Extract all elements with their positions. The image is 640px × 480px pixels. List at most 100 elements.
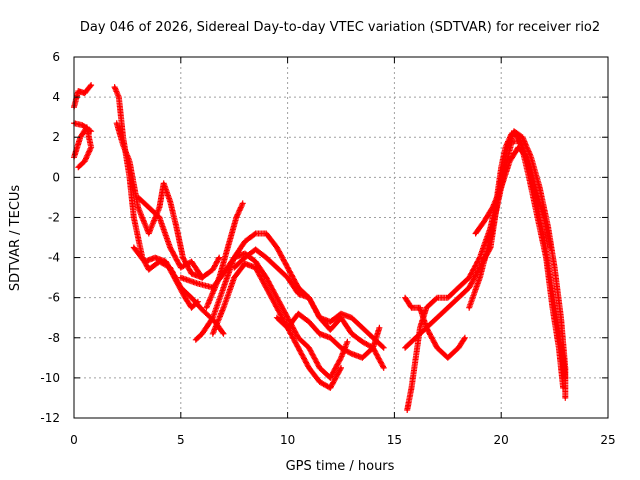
data-point xyxy=(89,83,93,87)
y-tick-label: -6 xyxy=(48,291,60,305)
data-point xyxy=(339,346,343,350)
data-point xyxy=(211,316,215,319)
data-point xyxy=(529,156,533,159)
data-point xyxy=(128,160,131,163)
data-point xyxy=(200,308,204,311)
data-point xyxy=(467,286,471,289)
data-point xyxy=(519,140,522,143)
data-markers xyxy=(402,128,569,401)
data-point xyxy=(549,246,552,249)
series-sat-m xyxy=(273,310,383,361)
data-point xyxy=(254,248,257,251)
data-point xyxy=(414,336,417,339)
data-point xyxy=(478,276,482,279)
data-point xyxy=(77,89,80,93)
data-point xyxy=(113,85,116,89)
data-point xyxy=(297,346,300,350)
data-point xyxy=(211,332,215,335)
data-point xyxy=(350,332,353,335)
data-point xyxy=(297,312,300,315)
data-point xyxy=(467,306,471,309)
data-point xyxy=(164,260,168,263)
data-point xyxy=(561,386,565,390)
data-point xyxy=(551,306,554,309)
series-sat-p xyxy=(402,128,569,401)
data-point xyxy=(557,346,561,350)
data-point xyxy=(510,140,514,143)
data-point xyxy=(403,346,407,350)
data-point xyxy=(478,256,482,259)
data-point xyxy=(222,306,225,309)
grid xyxy=(74,57,608,418)
data-layer xyxy=(71,82,569,413)
data-point xyxy=(200,276,204,279)
data-point xyxy=(265,276,268,279)
data-point xyxy=(233,256,236,259)
data-point xyxy=(525,156,529,159)
data-point xyxy=(339,356,343,360)
data-point xyxy=(297,336,300,339)
series-sat-o xyxy=(402,294,468,361)
data-point xyxy=(553,266,556,269)
data-point xyxy=(410,306,413,309)
data-point xyxy=(121,144,125,147)
data-point xyxy=(254,260,257,263)
data-point xyxy=(175,280,178,283)
data-point xyxy=(467,276,471,279)
data-point xyxy=(153,256,157,259)
data-point xyxy=(435,296,439,299)
data-point xyxy=(222,272,225,275)
data-point xyxy=(418,306,422,309)
data-point xyxy=(329,320,332,323)
data-point xyxy=(508,160,511,163)
series-sat-b xyxy=(71,82,95,111)
data-point xyxy=(243,262,247,265)
data-markers xyxy=(402,294,468,361)
data-point xyxy=(435,346,439,350)
data-point xyxy=(218,256,221,259)
x-tick-label: 15 xyxy=(387,433,402,447)
data-point xyxy=(318,366,321,370)
data-point xyxy=(286,276,289,279)
data-point xyxy=(190,296,193,299)
data-point xyxy=(425,306,428,309)
data-point xyxy=(500,186,503,189)
y-tick-label: -8 xyxy=(48,331,60,345)
data-point xyxy=(79,136,82,139)
data-point xyxy=(297,292,300,295)
data-point xyxy=(243,252,247,255)
series-sat-g xyxy=(135,194,206,281)
data-point xyxy=(559,316,563,319)
data-point xyxy=(512,130,516,133)
chart-title: Day 046 of 2026, Sidereal Day-to-day VTE… xyxy=(80,20,600,35)
data-point xyxy=(361,340,364,343)
data-point xyxy=(414,356,417,360)
data-point xyxy=(307,296,311,299)
data-point xyxy=(196,300,200,303)
data-point xyxy=(175,226,178,229)
y-tick-label: -2 xyxy=(48,210,60,224)
series-sat-n xyxy=(404,130,569,413)
y-tick-label: 0 xyxy=(52,170,60,184)
data-point xyxy=(318,316,321,319)
data-markers xyxy=(177,250,351,381)
data-point xyxy=(382,346,385,350)
data-point xyxy=(463,336,467,339)
data-point xyxy=(211,268,215,271)
data-point xyxy=(147,232,150,235)
data-point xyxy=(339,316,343,319)
data-point xyxy=(194,338,197,341)
data-point xyxy=(265,232,268,235)
data-point xyxy=(495,206,499,209)
data-point xyxy=(346,340,349,343)
data-point xyxy=(371,346,375,350)
data-point xyxy=(307,366,311,370)
data-point xyxy=(190,260,193,263)
data-point xyxy=(222,332,225,335)
data-point xyxy=(233,276,236,279)
data-point xyxy=(181,256,185,259)
data-point xyxy=(474,232,477,235)
data-point xyxy=(254,232,257,235)
data-point xyxy=(200,332,204,335)
data-point xyxy=(190,272,193,275)
